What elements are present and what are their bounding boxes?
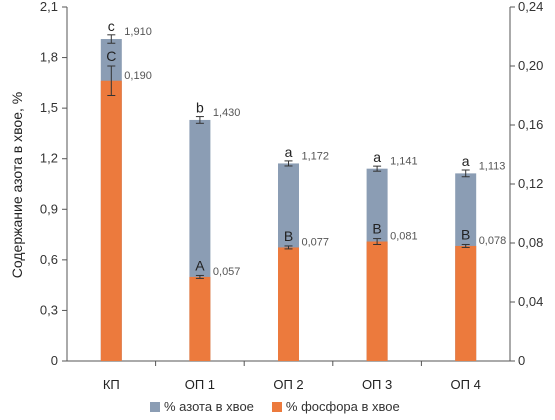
y-tick-label: 1,8: [40, 50, 58, 65]
y-tick-label: 0,3: [40, 302, 58, 317]
bars: [100, 34, 477, 362]
bar-phosphorus: [455, 245, 477, 361]
data-label-nitrogen: 1,172: [302, 150, 330, 162]
data-label-phosphorus: 0,081: [390, 231, 418, 243]
y-tick-label: 1,2: [40, 151, 58, 166]
significance-letter-nitrogen: b: [196, 100, 204, 116]
data-label-phosphorus: 0,190: [124, 70, 152, 82]
legend-item-phosphorus: % фосфора в хвое: [271, 399, 400, 414]
data-label-phosphorus: 0,057: [213, 266, 241, 278]
data-label-nitrogen: 1,113: [479, 160, 506, 172]
bar-phosphorus: [366, 241, 388, 361]
significance-letter-nitrogen: a: [373, 149, 381, 165]
y2-tick-label: 0,04: [518, 294, 543, 309]
y-tick-label: 2,1: [40, 0, 58, 14]
significance-letter-phosphorus: B: [284, 228, 293, 244]
y-tick-label: 0,6: [40, 252, 58, 267]
y2-tick-label: 0,12: [518, 176, 543, 191]
significance-letter-phosphorus: B: [372, 221, 381, 237]
y-axis-label: Содержание азота в хвое, %: [9, 92, 25, 278]
y2-tick-label: 0,20: [518, 58, 543, 73]
data-label-nitrogen: 1,430: [213, 107, 241, 119]
y2-tick-label: 0,08: [518, 235, 543, 250]
data-label-phosphorus: 0,077: [302, 236, 330, 248]
significance-letter-phosphorus: C: [106, 48, 116, 64]
y2-tick-label: 0,24: [518, 0, 543, 14]
significance-letter-nitrogen: a: [462, 153, 470, 169]
legend-swatch-nitrogen: [150, 401, 160, 412]
legend-item-nitrogen: % азота в хвое: [150, 399, 254, 414]
x-category-label: ОП 1: [185, 377, 215, 392]
data-label-nitrogen: 1,141: [390, 156, 418, 168]
significance-letter-phosphorus: A: [195, 257, 205, 273]
y-tick-label: 0: [51, 353, 58, 368]
legend: % азота в хвое % фосфора в хвое: [150, 399, 400, 414]
legend-label-phosphorus: % фосфора в хвое: [285, 399, 400, 414]
y2-tick-label: 0: [518, 353, 525, 368]
significance-letter-nitrogen: c: [108, 18, 115, 34]
bar-phosphorus: [100, 80, 122, 361]
data-labels: 1,910 0,190 cC 1,430 0,057 b A 1,172 0,077 a B 1,14…: [106, 18, 506, 278]
x-category-label: ОП 4: [451, 377, 481, 392]
y-tick-label: 1,5: [40, 100, 58, 115]
significance-letter-nitrogen: a: [285, 144, 293, 160]
significance-letter-phosphorus: B: [461, 226, 470, 242]
x-category-label: КП: [103, 377, 120, 392]
legend-swatch-phosphorus: [271, 401, 282, 412]
bar-phosphorus: [189, 276, 211, 361]
data-label-phosphorus: 0,078: [479, 235, 507, 247]
data-label-nitrogen: 1,910: [124, 26, 152, 38]
y2-tick-label: 0,16: [518, 117, 543, 132]
axes: 0 0,3 0,6 0,9 1,2 1,5 1,8 2,1 0 0,04 0,08 0,12 0,16 0…: [40, 0, 543, 392]
y-tick-label: 0,9: [40, 201, 58, 216]
x-category-label: ОП 3: [362, 377, 392, 392]
x-category-label: ОП 2: [273, 377, 303, 392]
legend-label-nitrogen: % азота в хвое: [164, 399, 254, 414]
bar-phosphorus: [278, 247, 299, 361]
